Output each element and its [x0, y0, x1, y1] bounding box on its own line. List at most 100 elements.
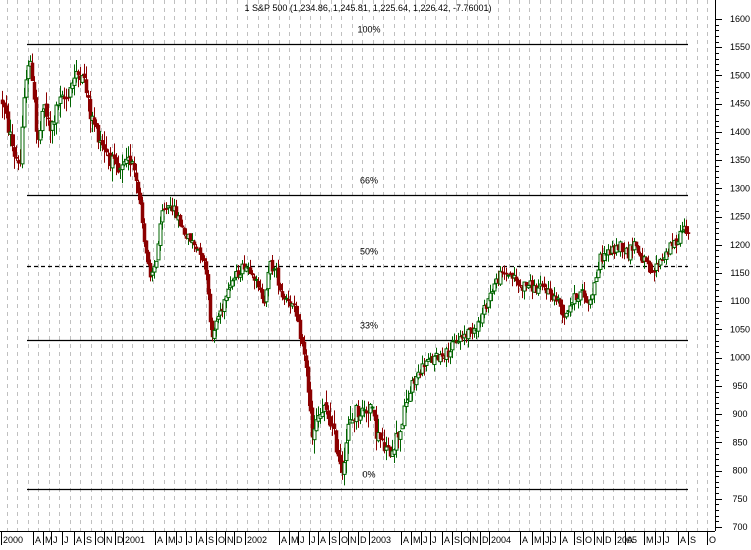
candle-down: [34, 89, 39, 144]
candle-up: [498, 266, 503, 286]
x-tick-label: J: [432, 535, 437, 545]
candle-down: [102, 131, 107, 163]
candle-down: [180, 219, 185, 228]
fib-label: 33%: [360, 321, 378, 331]
candle-down: [144, 240, 149, 263]
x-tick-label: O: [218, 535, 225, 545]
x-tick-label: O: [341, 535, 348, 545]
candle-down: [298, 313, 303, 347]
fib-label: 100%: [357, 25, 380, 35]
candle-down: [584, 293, 589, 303]
candle-up: [506, 274, 511, 279]
x-tick-label: M: [534, 535, 542, 545]
candle-up: [284, 294, 289, 303]
y-tick-label: 1200: [730, 240, 750, 250]
candle-down: [64, 88, 69, 112]
x-tick-label: N: [596, 535, 603, 545]
x-tick-label: S: [331, 535, 337, 545]
candle-up: [120, 154, 125, 184]
x-tick-label: A: [562, 535, 568, 545]
x-tick-label: 2005: [617, 535, 637, 545]
x-tick-label: A: [157, 535, 163, 545]
y-tick-label: 1250: [730, 212, 750, 222]
candle-down: [636, 244, 641, 255]
x-tick-label: N: [472, 535, 479, 545]
x-tick-label: M: [168, 535, 176, 545]
candle-down: [278, 282, 283, 292]
x-tick-label: J: [423, 535, 428, 545]
candle-down: [356, 400, 361, 428]
candle-down: [364, 406, 369, 423]
candle-down: [208, 288, 213, 331]
x-tick-label: A: [680, 535, 686, 545]
candle-down: [206, 270, 211, 301]
candle-up: [54, 101, 59, 135]
candle-down: [386, 437, 391, 448]
candle-up: [404, 389, 409, 413]
y-tick-label: 1500: [730, 70, 750, 80]
candle-down: [10, 124, 15, 152]
x-tick-label: J: [552, 535, 557, 545]
x-tick-label: D: [117, 535, 124, 545]
candle-up: [58, 85, 63, 118]
candle-up: [218, 302, 223, 324]
y-axis: 700 750 800 850 900 950 1000 1050 1100 1150 1200 12…: [715, 0, 750, 532]
candle-down: [440, 347, 445, 362]
x-tick-label: D: [360, 535, 367, 545]
y-tick-label: 750: [732, 494, 747, 504]
candle-up: [264, 288, 269, 307]
x-tick-label: N: [227, 535, 234, 545]
candle-up: [536, 279, 541, 296]
y-tick-label: 1100: [730, 296, 749, 306]
x-tick-label: S: [208, 535, 214, 545]
candle-down: [198, 242, 203, 264]
y-tick-label: 1450: [730, 99, 750, 109]
x-tick-label: M: [413, 535, 421, 545]
candle-down: [260, 283, 265, 304]
candle-down: [142, 218, 147, 247]
x-tick-label: A: [35, 535, 41, 545]
x-tick-label: S: [690, 535, 696, 545]
candle-up: [432, 355, 437, 372]
price-candles: [0, 53, 691, 486]
candle-up: [678, 225, 683, 247]
candle-up: [444, 346, 449, 368]
x-tick-label: N: [350, 535, 357, 545]
x-tick-label: 2002: [247, 535, 267, 545]
candle-down: [252, 273, 257, 290]
x-tick-label: A: [198, 535, 204, 545]
candle-up: [60, 90, 65, 98]
fibonacci-retracement-lines: [27, 43, 688, 491]
x-tick-label: N: [106, 535, 113, 545]
x-tick-label: D: [482, 535, 489, 545]
candle-up: [564, 312, 569, 320]
y-tick-label: 700: [732, 522, 747, 532]
candle-up: [398, 429, 403, 452]
candle-up: [350, 412, 355, 424]
fib-label: 0%: [362, 470, 375, 480]
y-tick-label: 1050: [730, 324, 750, 334]
x-tick-label: 2001: [125, 535, 145, 545]
candle-down: [660, 253, 665, 262]
y-tick-label: 1000: [730, 353, 750, 363]
candle-down: [192, 239, 197, 253]
x-tick-label: O: [97, 535, 104, 545]
x-tick-label: O: [709, 535, 716, 545]
x-tick-label: M: [45, 535, 53, 545]
x-axis: 2000 A M J J A S O N D 2001 A M J J A S O N D 2002 A M J J A S O N D 2…: [0, 531, 716, 545]
candle-down: [504, 267, 509, 282]
candle-up: [222, 298, 227, 320]
candle-down: [30, 53, 35, 82]
y-tick-label: 1300: [730, 183, 750, 193]
candle-down: [686, 226, 691, 240]
x-tick-label: O: [463, 535, 470, 545]
candle-up: [72, 64, 77, 96]
x-tick-label: 2003: [371, 535, 391, 545]
candle-up: [154, 260, 159, 269]
x-tick-label: A: [281, 535, 287, 545]
candle-up: [578, 291, 583, 306]
x-tick-label: J: [188, 535, 193, 545]
candle-down: [302, 335, 307, 362]
